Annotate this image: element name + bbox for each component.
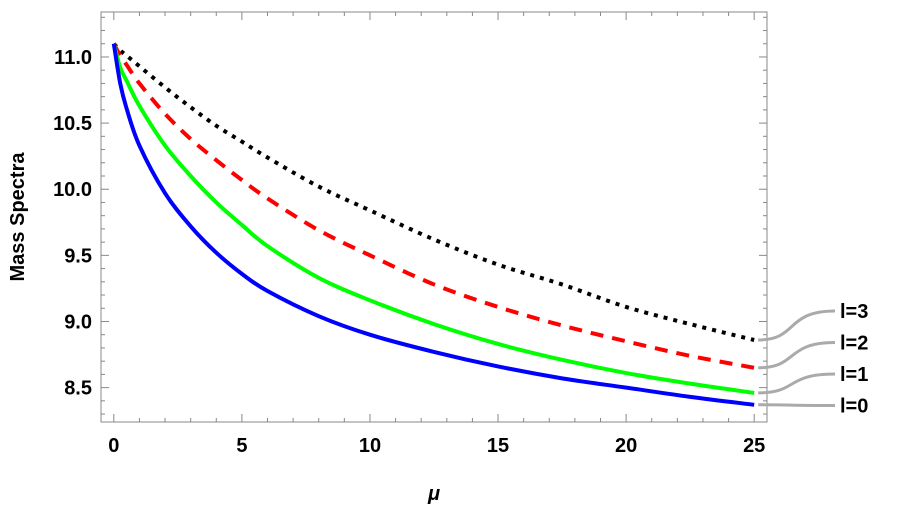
legend-label-l-0: l=0 <box>840 396 868 418</box>
x-axis-title: μ <box>427 483 440 505</box>
legend-label-l-2: l=2 <box>840 333 868 355</box>
y-tick-label: 9.5 <box>64 245 92 267</box>
y-axis-ticks: 8.5 9.0 9.5 10.0 10.5 11.0 <box>53 16 767 415</box>
legend-connector <box>758 341 836 370</box>
legend-label-l-3: l=3 <box>840 301 868 323</box>
x-tick-label: 25 <box>743 435 765 457</box>
y-tick-label: 10.5 <box>53 113 92 135</box>
legend-connector <box>758 403 836 407</box>
legend: l=3 l=2 l=1 l=0 <box>758 301 868 418</box>
y-tick-label: 11.0 <box>54 47 92 69</box>
series-line-l-3 <box>112 42 755 342</box>
y-tick-label: 9.0 <box>64 311 92 333</box>
series-line-l-1 <box>111 43 755 395</box>
plot-frame <box>100 11 768 423</box>
legend-connector <box>758 309 836 342</box>
series-lines <box>111 42 755 407</box>
legend-label-l-1: l=1 <box>840 364 868 386</box>
x-tick-label: 15 <box>487 435 509 457</box>
x-tick-label: 20 <box>615 435 637 457</box>
series-line-l-2 <box>112 42 755 370</box>
x-tick-label: 10 <box>359 435 381 457</box>
series-line-l-0 <box>111 43 755 407</box>
x-tick-label: 5 <box>236 435 247 457</box>
y-axis-title: Mass Spectra <box>7 152 29 282</box>
y-tick-label: 10.0 <box>53 179 92 201</box>
x-tick-label: 0 <box>108 435 119 457</box>
y-tick-label: 8.5 <box>64 378 92 400</box>
x-axis-ticks: 0 5 10 15 20 25 <box>108 12 765 457</box>
legend-connector <box>758 372 836 395</box>
